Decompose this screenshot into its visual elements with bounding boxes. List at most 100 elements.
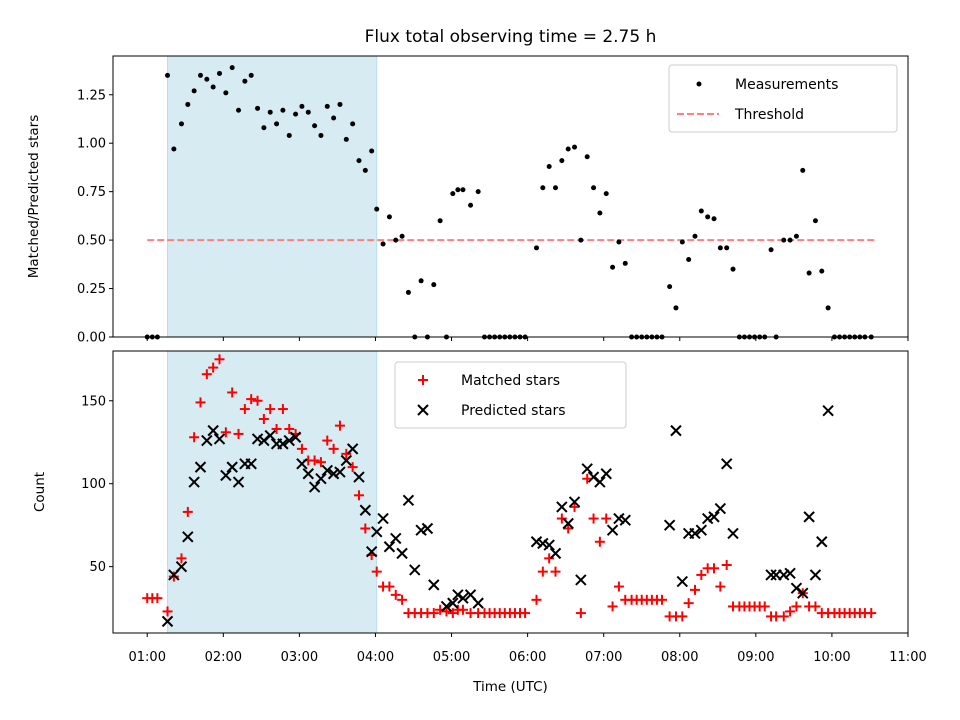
matched-star-point	[550, 566, 561, 577]
measurement-point	[431, 282, 437, 288]
bottom-y-ticks: 50 100 150	[81, 394, 113, 575]
bottom-y-axis-label: Count	[32, 472, 48, 512]
cross-stroke	[472, 597, 484, 609]
measurement-point	[191, 88, 197, 94]
cross-stroke	[797, 587, 809, 599]
y-tick-label: 100	[81, 477, 106, 492]
matched-star-point	[759, 601, 770, 612]
cross-stroke	[390, 532, 402, 545]
cross-stroke	[213, 433, 226, 445]
measurement-point	[236, 107, 242, 113]
measurement-point	[800, 167, 806, 173]
measurement-point	[610, 264, 616, 270]
matched-star-point	[309, 455, 320, 466]
matched-star-point	[601, 513, 612, 524]
cross-stroke	[803, 511, 815, 523]
measurement-point	[374, 206, 380, 212]
predicted-star-point	[277, 438, 289, 450]
predicted-star-point	[371, 526, 383, 538]
matched-star-point	[195, 397, 206, 408]
legend-plus	[418, 375, 428, 385]
predicted-star-point	[594, 476, 606, 488]
measurement-point	[559, 158, 565, 164]
x-axis-label: Time (UTC)	[472, 679, 548, 695]
cross-stroke	[765, 569, 777, 581]
predicted-star-point	[797, 587, 809, 599]
matched-star-point	[189, 432, 200, 443]
measurement-point	[705, 214, 711, 220]
matched-star-point	[384, 581, 395, 592]
cross-stroke	[549, 547, 562, 560]
y-tick-label: 1.00	[77, 137, 106, 152]
cross-stroke	[695, 524, 708, 536]
predicted-star-point	[556, 501, 568, 513]
measurement-point	[248, 72, 254, 78]
cross-stroke	[226, 461, 238, 473]
predicted-star-point	[321, 464, 333, 477]
predicted-star-point	[188, 476, 200, 488]
predicted-star-point	[816, 536, 828, 548]
cross-stroke	[283, 434, 295, 447]
measurement-point	[553, 185, 559, 191]
cross-stroke	[663, 519, 676, 531]
measurement-point	[572, 144, 578, 150]
matched-star-point	[657, 594, 668, 605]
matched-star-point	[544, 553, 555, 564]
measurement-point	[210, 84, 216, 90]
cross-stroke	[708, 511, 720, 523]
matched-star-point	[328, 443, 339, 454]
cross-stroke	[402, 494, 415, 507]
predicted-star-point	[809, 569, 822, 581]
y-tick-label: 1.25	[77, 88, 106, 103]
bottom-legend-box	[394, 361, 627, 429]
predicted-star-point	[194, 461, 207, 473]
cross-stroke	[289, 431, 302, 443]
predicted-star-point	[447, 597, 459, 609]
matched-star-point	[569, 501, 580, 512]
measurement-point	[787, 237, 793, 243]
matched-stars-points	[142, 354, 877, 622]
measurement-point	[781, 237, 787, 243]
cross-stroke	[371, 526, 383, 538]
matched-star-point	[182, 506, 193, 517]
measurement-point	[343, 136, 349, 142]
cross-stroke	[409, 564, 421, 576]
measurement-point	[616, 239, 622, 245]
cross-stroke	[543, 539, 555, 551]
predicted-star-point	[353, 471, 365, 483]
measurement-point	[468, 202, 474, 208]
cross-stroke	[194, 461, 207, 473]
matched-star-point	[677, 611, 688, 622]
predicted-star-point	[606, 524, 619, 536]
measurement-point	[305, 109, 311, 115]
matched-star-point	[258, 414, 269, 425]
cross-stroke	[315, 473, 327, 485]
measurement-point	[679, 239, 685, 245]
predicted-star-point	[359, 504, 372, 516]
matched-star-point	[360, 523, 371, 534]
matched-star-point	[322, 435, 333, 446]
cross-stroke	[790, 582, 803, 594]
bottom-legend: Matched stars Predicted stars	[394, 361, 627, 429]
predicted-star-point	[689, 527, 701, 540]
predicted-star-point	[232, 476, 245, 488]
matched-star-point	[556, 513, 567, 524]
legend-marker-matched-stars	[418, 375, 428, 385]
x-tick-label: 04:00	[357, 650, 394, 665]
measurement-point	[565, 146, 571, 152]
predicted-star-point	[161, 615, 174, 628]
cross-stroke	[396, 547, 408, 560]
predicted-star-point	[720, 458, 733, 470]
measurement-point	[197, 72, 203, 78]
measurement-point	[418, 278, 424, 284]
cross-stroke	[417, 404, 429, 416]
predicted-star-point	[315, 473, 327, 485]
cross-stroke	[613, 512, 625, 525]
predicted-star-point	[283, 434, 295, 447]
matched-star-point	[607, 601, 618, 612]
predicted-star-point	[568, 496, 581, 508]
predicted-star-point	[175, 560, 188, 573]
measurement-point	[793, 233, 799, 239]
cross-stroke	[428, 579, 440, 591]
y-tick-label: 50	[89, 560, 106, 575]
